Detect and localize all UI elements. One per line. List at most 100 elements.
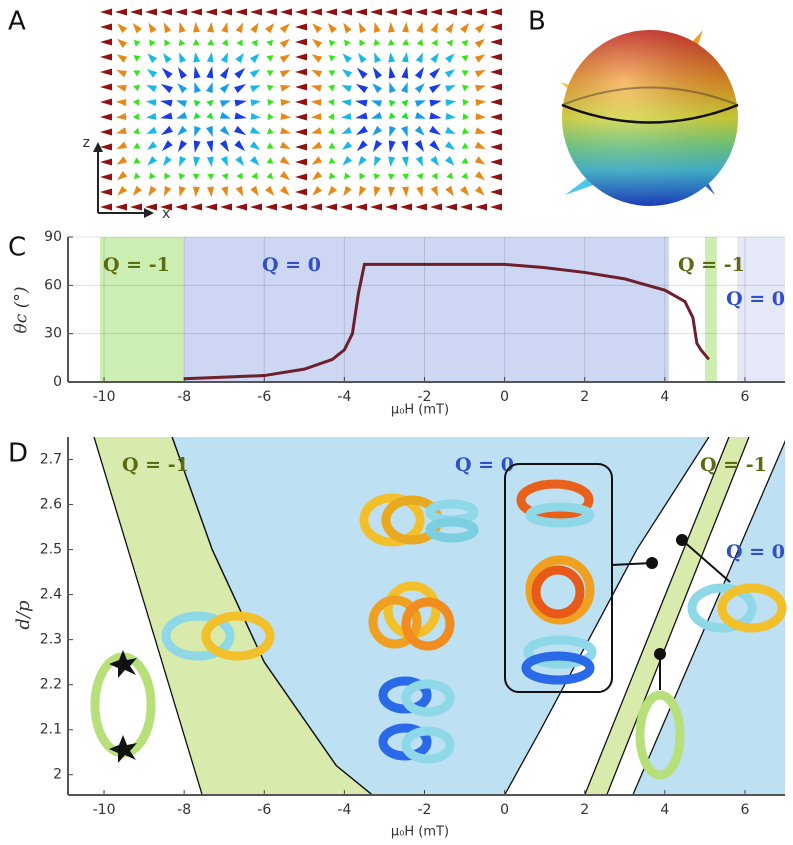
y-tick-label: 60 [44,277,62,293]
spin-arrow [444,53,455,64]
spin-arrow [310,98,322,106]
spin-arrow [461,70,469,77]
spin-arrow [372,125,383,136]
spin-arrow [266,84,274,92]
spin-arrow [310,113,322,121]
spin-arrow [474,156,486,165]
spin-arrow [475,113,487,121]
spin-arrow [295,113,307,121]
spin-arrow [205,8,217,16]
spin-arrow [266,55,274,62]
spin-arrow [160,99,173,107]
spin-arrow [163,52,172,64]
spin-arrow [295,158,307,166]
spin-arrow [249,126,261,134]
y-tick-label: 2.4 [40,587,62,603]
spin-arrow [221,186,229,197]
spin-arrow [401,99,409,107]
spin-arrow [279,38,290,48]
phase-boundary [584,437,730,795]
y-tick-label: 0 [53,374,62,390]
spin-arrow [146,126,158,134]
y-tick-label: 2.6 [40,497,62,513]
spin-arrow [100,83,112,91]
spin-arrow [280,127,291,135]
spin-arrow [430,8,442,16]
sphere [560,30,739,206]
spin-arrow [279,171,290,181]
spin-arrow [250,22,259,34]
spin-arrow [178,172,186,180]
spin-arrow [475,203,487,211]
spin-arrow [400,8,412,16]
spin-arrow [461,39,469,47]
spin-arrow [401,140,409,153]
spin-arrow [192,186,200,198]
x-tick-label: -2 [418,802,432,818]
spin-arrow [341,69,353,78]
spin-arrow [132,98,140,106]
spin-arrow [328,39,336,47]
spin-arrow [265,23,275,34]
spin-arrow [344,172,351,180]
spin-arrow [430,52,439,64]
spin-arrow [295,23,307,31]
spin-arrow [236,39,243,47]
spin-arrow [295,128,307,136]
spin-arrow [207,173,215,181]
spin-arrow [312,171,323,181]
spin-arrow [266,127,274,135]
spin-arrow [116,141,128,150]
spin-arrow [280,113,292,121]
x-axis-label: μ₀H (mT) [391,403,449,418]
spin-arrow [402,186,410,198]
spin-arrow [164,172,171,180]
spin-arrow [249,85,261,93]
spin-arrow [220,155,228,167]
spin-arrow [359,172,366,180]
spin-arrow [193,156,201,167]
spin-arrow [234,83,247,94]
spin-arrow [358,155,367,167]
spin-arrow [100,98,112,106]
spin-arrow [490,128,502,136]
annotation: Q = -1 [678,254,745,276]
spin-arrow [192,21,200,33]
spin-arrow [388,112,396,120]
spin-arrow [475,84,486,92]
spin-arrow [445,99,456,107]
spin-arrow [149,172,156,180]
spin-arrow [235,22,244,34]
spin-arrow [387,21,395,33]
spin-arrow [460,8,472,16]
spin-arrow [373,172,381,180]
spin-arrow [100,23,112,31]
spin-arrow [176,100,188,107]
spin-arrow [370,203,382,211]
spin-arrow [266,157,274,164]
spin-arrow [100,113,112,121]
spin-arrow [280,98,292,106]
spin-arrow [312,38,323,48]
spin-arrow [178,39,186,47]
spin-arrow [148,22,157,34]
spin-arrow [474,69,486,78]
x-tick-label: -6 [257,802,271,818]
spin-arrow [116,156,128,165]
spin-arrow [192,173,200,181]
spin-arrow [193,66,201,79]
spin-arrow [115,203,127,211]
spin-arrow [474,171,485,181]
spin-arrow [279,141,291,150]
spin-texture [100,8,502,211]
spin-arrow [235,203,247,211]
spin-arrow [344,39,351,47]
axis-label: z [83,135,90,151]
spin-arrow [340,203,352,211]
spin-arrow [460,203,472,211]
spin-arrow [266,142,274,149]
spin-arrow [175,203,187,211]
spin-arrow [178,186,186,197]
spin-arrow [328,55,336,62]
